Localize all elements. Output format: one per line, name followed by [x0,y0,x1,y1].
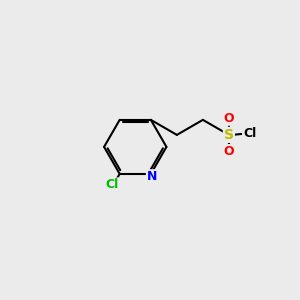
Text: Cl: Cl [106,178,119,191]
Text: N: N [147,170,157,183]
Text: Cl: Cl [243,127,256,140]
Text: O: O [224,112,234,125]
Text: S: S [224,128,234,142]
Text: O: O [224,145,234,158]
